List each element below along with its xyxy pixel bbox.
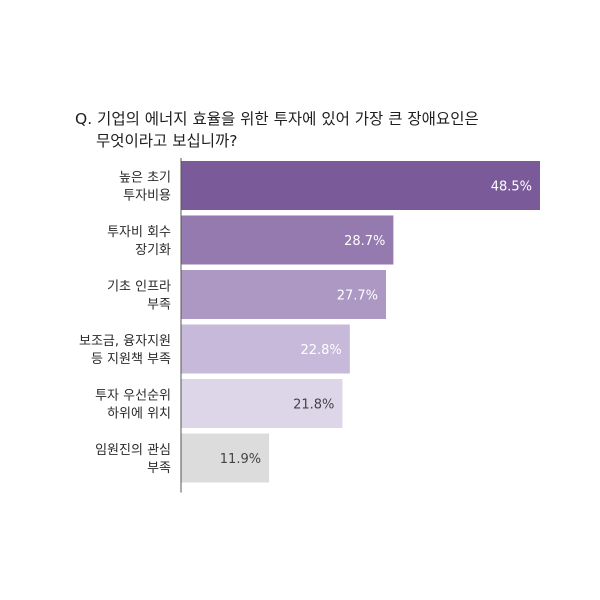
category-label-6-line-2: 부족 <box>147 461 171 476</box>
bar-1 <box>181 161 540 210</box>
category-label-5-line-1: 투자 우선순위 <box>95 389 171 404</box>
value-label-2: 28.7% <box>344 234 385 249</box>
bars <box>181 161 540 483</box>
category-label-2-line-1: 투자비 회수 <box>107 225 171 240</box>
chart-title: Q. 기업의 에너지 효율을 위한 투자에 있어 가장 큰 장애요인은무엇이라고… <box>75 110 479 150</box>
category-label-2-line-2: 장기화 <box>135 243 171 258</box>
value-label-1: 48.5% <box>491 180 532 195</box>
value-label-5: 21.8% <box>293 398 334 413</box>
value-labels: 48.5% 28.7% 27.7% 22.8% 21.8% 11.9% <box>220 180 532 468</box>
chart-title-line-2: 무엇이라고 보십니까? <box>96 132 238 150</box>
bar-3 <box>181 270 386 319</box>
category-label-3-line-2: 부족 <box>147 298 171 313</box>
category-label-1-line-2: 투자비용 <box>123 189 171 204</box>
bar-2 <box>181 215 394 265</box>
category-label-1-line-1: 높은 초기 <box>119 171 171 186</box>
category-label-4-line-1: 보조금, 융자지원 <box>79 334 171 349</box>
bar-6 <box>181 433 270 483</box>
category-label-6-line-1: 임원진의 관심 <box>95 443 171 458</box>
category-label-5-line-2: 하위에 위치 <box>107 407 171 422</box>
bar-4 <box>181 324 350 374</box>
category-label-4-line-2: 등 지원책 부족 <box>91 352 171 367</box>
value-label-6: 11.9% <box>220 452 261 467</box>
bar-5 <box>181 379 343 428</box>
value-label-3: 27.7% <box>337 289 378 304</box>
chart-title-line-1: Q. 기업의 에너지 효율을 위한 투자에 있어 가장 큰 장애요인은 <box>75 110 479 128</box>
category-label-3-line-1: 기초 인프라 <box>107 280 171 295</box>
value-label-4: 22.8% <box>300 343 341 358</box>
